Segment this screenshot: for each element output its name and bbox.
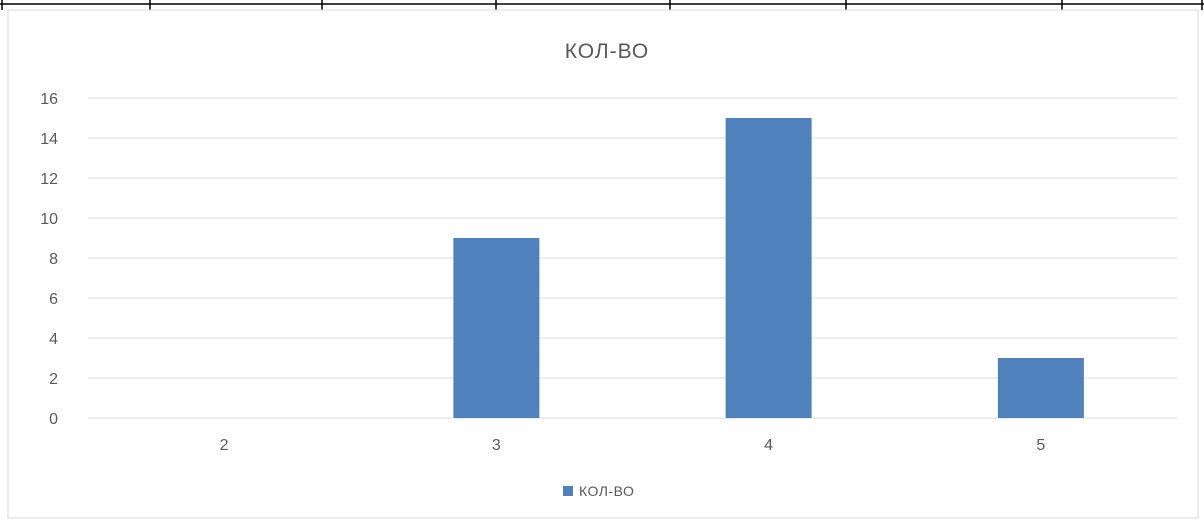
y-tick-label: 8 bbox=[49, 251, 58, 268]
y-tick-label: 0 bbox=[49, 411, 58, 428]
legend-label: КОЛ-ВО bbox=[579, 483, 634, 499]
top-table-border bbox=[0, 0, 1204, 10]
gridlines bbox=[88, 97, 1177, 419]
legend-swatch bbox=[563, 486, 573, 496]
x-tick-label: 4 bbox=[764, 437, 773, 454]
x-tick-label: 3 bbox=[492, 437, 501, 454]
x-axis-tick-labels: 2 3 4 5 bbox=[220, 437, 1046, 454]
y-tick-label: 12 bbox=[40, 171, 58, 188]
chart-frame-border bbox=[7, 9, 1199, 519]
chart-title: КОЛ-ВО bbox=[565, 40, 650, 63]
y-tick-label: 2 bbox=[49, 371, 58, 388]
y-tick-label: 10 bbox=[40, 211, 58, 228]
y-tick-label: 16 bbox=[40, 91, 58, 108]
legend: КОЛ-ВО bbox=[563, 483, 634, 499]
bars bbox=[453, 118, 1084, 418]
y-tick-label: 4 bbox=[49, 331, 58, 348]
bar-5 bbox=[997, 358, 1084, 418]
x-tick-label: 5 bbox=[1036, 437, 1045, 454]
y-axis-tick-labels: 0 2 4 6 8 10 12 14 16 bbox=[40, 91, 58, 428]
y-tick-label: 6 bbox=[49, 291, 58, 308]
bar-4 bbox=[725, 118, 812, 418]
x-tick-label: 2 bbox=[220, 437, 229, 454]
y-tick-label: 14 bbox=[40, 131, 58, 148]
bar-3 bbox=[453, 238, 540, 418]
